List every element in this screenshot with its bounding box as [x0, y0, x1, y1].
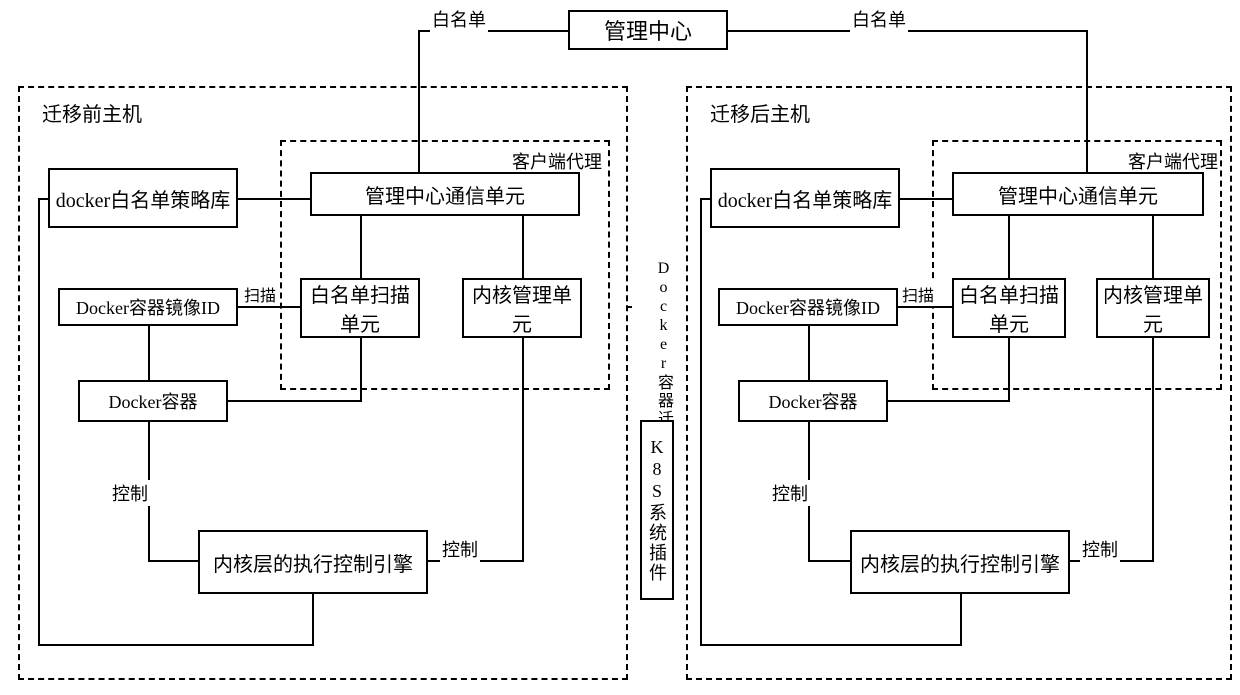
edge — [228, 400, 362, 402]
edge — [808, 326, 810, 380]
migration-label: Docker容器迁移 — [632, 260, 674, 446]
kernel-mgmt-left: 内核管理单元 — [462, 278, 582, 338]
edge — [960, 594, 962, 646]
edge — [38, 198, 40, 646]
kernel-engine-left: 内核层的执行控制引擎 — [198, 530, 428, 594]
edge — [1008, 338, 1010, 402]
scan-label-left: 扫描 — [242, 282, 278, 306]
edge — [700, 644, 962, 646]
edge — [522, 216, 524, 278]
edge — [360, 338, 362, 402]
control-label-right-2: 控制 — [1080, 536, 1120, 562]
policy-lib-right: docker白名单策略库 — [710, 168, 900, 228]
edge — [900, 198, 952, 200]
control-label-right-1: 控制 — [770, 480, 810, 506]
host-before-title: 迁移前主机 — [40, 98, 144, 127]
policy-lib-left: docker白名单策略库 — [48, 168, 238, 228]
scan-unit-right: 白名单扫描单元 — [952, 278, 1066, 338]
host-after-title: 迁移后主机 — [708, 98, 812, 127]
control-label-left-1: 控制 — [110, 480, 150, 506]
edge — [808, 560, 850, 562]
kernel-mgmt-right: 内核管理单元 — [1096, 278, 1210, 338]
k8s-plugin-text: K8S系统插件 — [644, 437, 670, 583]
scan-label-right: 扫描 — [900, 282, 936, 306]
edge — [1152, 338, 1154, 562]
management-center-box: 管理中心 — [568, 10, 728, 50]
edge — [148, 326, 150, 380]
whitelist-label-right: 白名单 — [850, 6, 908, 32]
edge — [522, 338, 524, 562]
edge — [1152, 216, 1154, 278]
comm-unit-left: 管理中心通信单元 — [310, 172, 580, 216]
edge — [700, 198, 702, 646]
edge — [888, 400, 1010, 402]
control-label-left-2: 控制 — [440, 536, 480, 562]
client-agent-title-left: 客户端代理 — [510, 148, 604, 174]
kernel-engine-right: 内核层的执行控制引擎 — [850, 530, 1070, 594]
whitelist-label-left: 白名单 — [430, 6, 488, 32]
edge — [38, 644, 314, 646]
edge — [1008, 216, 1010, 278]
scan-unit-left: 白名单扫描单元 — [300, 278, 420, 338]
edge — [238, 198, 310, 200]
edge — [238, 306, 300, 308]
edge — [360, 216, 362, 278]
image-id-left: Docker容器镜像ID — [58, 288, 238, 326]
image-id-right: Docker容器镜像ID — [718, 288, 898, 326]
edge — [898, 306, 952, 308]
docker-container-left: Docker容器 — [78, 380, 228, 422]
k8s-plugin-box: K8S系统插件 — [640, 420, 674, 600]
docker-container-right: Docker容器 — [738, 380, 888, 422]
edge — [728, 30, 1088, 32]
client-agent-title-right: 客户端代理 — [1126, 148, 1220, 174]
comm-unit-right: 管理中心通信单元 — [952, 172, 1204, 216]
edge — [148, 560, 198, 562]
edge — [312, 594, 314, 646]
